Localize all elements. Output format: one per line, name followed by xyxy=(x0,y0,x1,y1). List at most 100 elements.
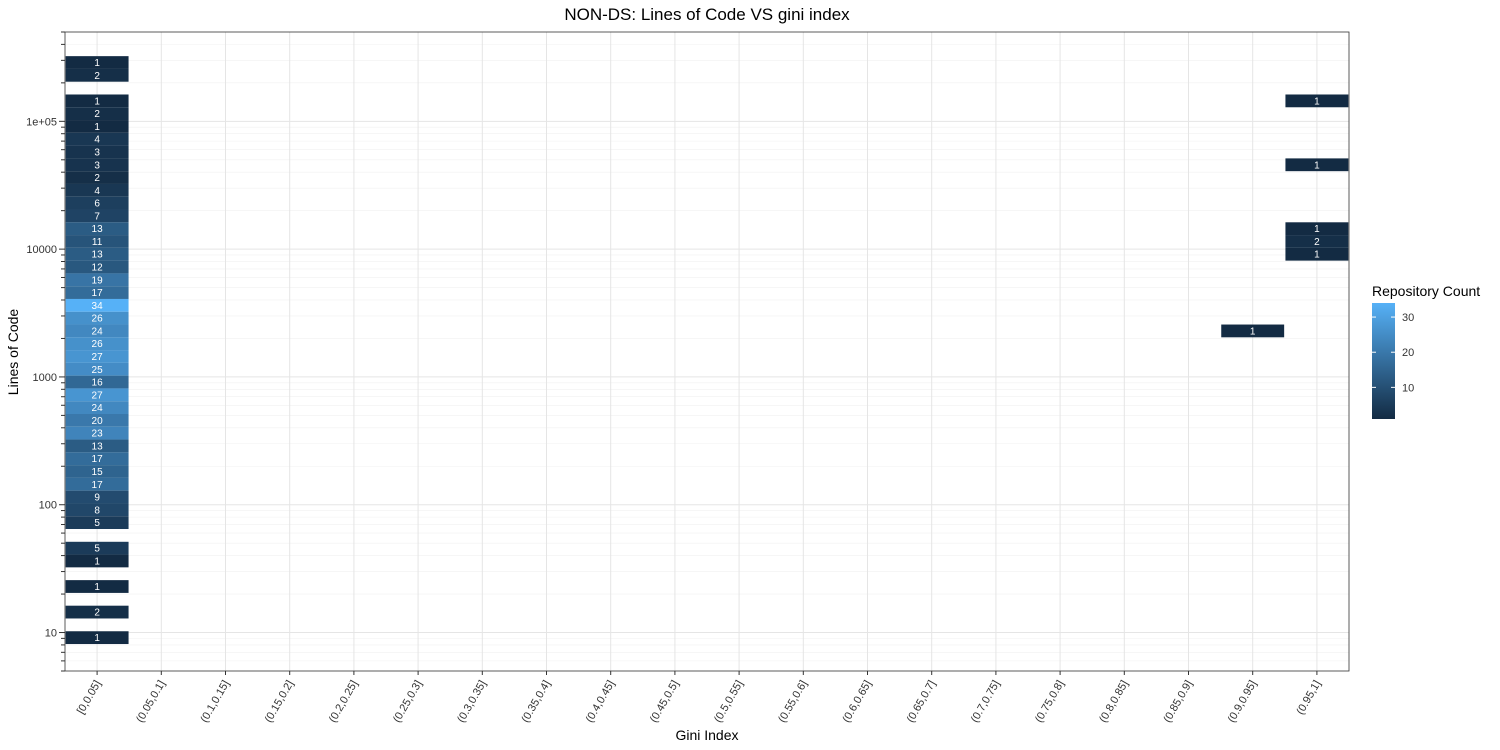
heatmap-cell xyxy=(65,56,129,69)
heatmap-cell xyxy=(65,490,129,504)
cell-count-label: 17 xyxy=(92,454,104,465)
cell-count-label: 24 xyxy=(92,326,104,337)
cell-count-label: 7 xyxy=(94,211,100,222)
cell-count-label: 2 xyxy=(94,109,100,120)
x-tick-label: (0.7,0.75] xyxy=(969,679,1003,725)
heatmap-cells: 1212143324671311131219173426242627251627… xyxy=(65,56,1349,645)
x-tick-label: (0.2,0.25] xyxy=(327,679,361,725)
heatmap-cell xyxy=(65,209,129,223)
cell-count-label: 20 xyxy=(92,416,104,427)
y-tick-label: 1e+05 xyxy=(26,116,57,128)
heatmap-cell xyxy=(65,286,129,299)
panel-border xyxy=(64,31,1350,672)
cell-count-label: 27 xyxy=(92,390,104,401)
heatmap-cell xyxy=(65,401,129,414)
y-tick-label: 10000 xyxy=(26,244,57,256)
heatmap-cell xyxy=(1285,222,1349,236)
cell-count-label: 4 xyxy=(94,186,100,197)
cell-count-label: 13 xyxy=(92,250,104,261)
legend-tick-label: 30 xyxy=(1402,312,1414,324)
heatmap-cell xyxy=(65,554,129,568)
y-tick-label: 1000 xyxy=(33,372,57,384)
cell-count-label: 2 xyxy=(94,608,100,619)
heatmap-cell xyxy=(65,350,129,363)
heatmap-cell xyxy=(65,388,129,402)
heatmap-cell xyxy=(65,503,129,517)
heatmap-cell xyxy=(65,337,129,351)
heatmap-cell xyxy=(65,273,129,287)
heatmap-cell xyxy=(65,516,129,530)
heatmap-cell xyxy=(65,311,129,325)
cell-count-label: 27 xyxy=(92,352,104,363)
cell-count-label: 23 xyxy=(92,429,104,440)
x-tick-label: (0.35,0.4] xyxy=(519,679,553,725)
cell-count-label: 34 xyxy=(92,301,104,312)
x-tick-label: (0.95,1] xyxy=(1294,679,1323,717)
heatmap-cell xyxy=(65,196,129,210)
heatmap-cell xyxy=(65,145,129,159)
x-tick-label: (0.85,0.9] xyxy=(1161,679,1195,725)
cell-count-label: 1 xyxy=(94,556,100,567)
cell-count-label: 2 xyxy=(94,71,100,82)
cell-count-label: 12 xyxy=(92,263,104,274)
cell-count-label: 4 xyxy=(94,135,100,146)
x-tick-label: (0.6,0.65] xyxy=(840,679,874,725)
y-axis-label: Lines of Code xyxy=(5,309,21,396)
cell-count-label: 1 xyxy=(94,122,100,133)
legend: Repository Count 10 20 30 xyxy=(1372,283,1480,419)
x-tick-label: (0.25,0.3] xyxy=(391,679,425,725)
cell-count-label: 1 xyxy=(1314,96,1320,107)
heatmap-cell xyxy=(65,631,129,645)
cell-count-label: 11 xyxy=(92,237,103,248)
plot-background xyxy=(65,32,1349,671)
heatmap-cell xyxy=(65,132,129,146)
cell-count-label: 26 xyxy=(92,339,104,350)
legend-tick-label: 10 xyxy=(1402,382,1414,394)
cell-count-label: 3 xyxy=(94,160,100,171)
cell-count-label: 5 xyxy=(94,518,100,529)
x-tick-label: [0,0.05] xyxy=(75,679,104,717)
heatmap-cell xyxy=(65,298,129,312)
plot-area xyxy=(65,32,1349,671)
y-tick-label: 100 xyxy=(39,500,57,512)
x-axis: [0,0.05] (0.05,0.1] (0.1,0.15] (0.15,0.2] (0… xyxy=(75,671,1323,725)
cell-count-label: 13 xyxy=(92,224,104,235)
x-tick-label: (0.4,0.45] xyxy=(584,679,618,725)
cell-count-label: 1 xyxy=(94,58,100,69)
cell-count-label: 9 xyxy=(94,493,100,504)
heatmap-cell xyxy=(65,260,129,274)
heatmap-cell xyxy=(65,477,129,491)
cell-count-label: 1 xyxy=(1314,250,1320,261)
x-tick-label: (0.65,0.7] xyxy=(905,679,939,725)
cell-count-label: 1 xyxy=(94,582,100,593)
heatmap-cell xyxy=(1285,247,1349,261)
cell-count-label: 1 xyxy=(1250,326,1256,337)
cell-count-label: 13 xyxy=(92,441,104,452)
legend-tick-label: 20 xyxy=(1402,347,1414,359)
cell-count-label: 6 xyxy=(94,199,100,210)
heatmap-cell xyxy=(65,324,129,338)
heatmap-cell xyxy=(65,541,129,555)
heatmap-cell xyxy=(1285,235,1349,248)
cell-count-label: 16 xyxy=(92,378,104,389)
cell-count-label: 1 xyxy=(94,96,100,107)
cell-count-label: 5 xyxy=(94,544,100,555)
x-tick-label: (0.3,0.35] xyxy=(455,679,489,725)
heatmap-cell xyxy=(65,413,129,427)
cell-count-label: 15 xyxy=(92,467,104,478)
heatmap-cell xyxy=(65,362,129,376)
y-tick-label: 10 xyxy=(45,628,57,640)
cell-count-label: 1 xyxy=(1314,224,1320,235)
heatmap-cell xyxy=(65,68,129,82)
heatmap-cell xyxy=(1285,94,1349,108)
heatmap-cell xyxy=(65,465,129,478)
chart-title: NON-DS: Lines of Code VS gini index xyxy=(564,5,850,24)
cell-count-label: 24 xyxy=(92,403,104,414)
cell-count-label: 25 xyxy=(92,365,104,376)
heatmap-cell xyxy=(65,158,129,172)
heatmap-cell xyxy=(65,171,129,184)
x-axis-label: Gini Index xyxy=(675,727,738,743)
gridlines xyxy=(65,32,1349,671)
x-tick-label: (0.75,0.8] xyxy=(1033,679,1067,725)
